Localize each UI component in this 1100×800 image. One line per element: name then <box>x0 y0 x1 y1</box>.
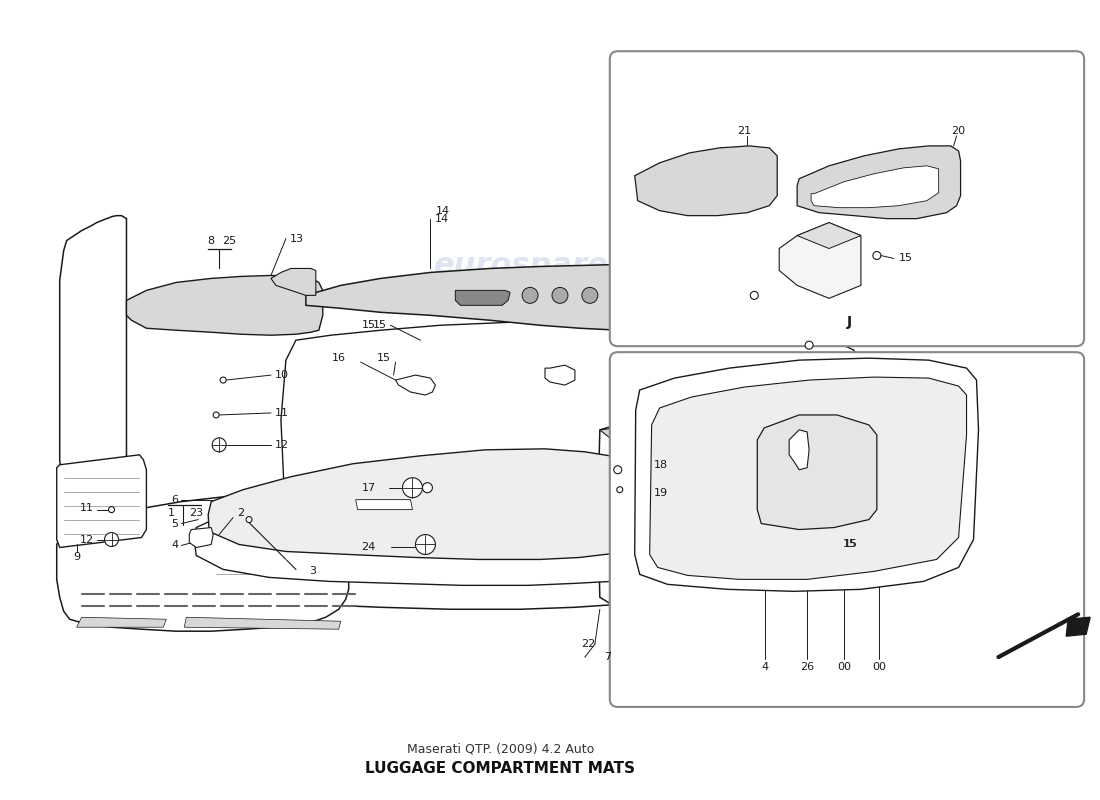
Polygon shape <box>195 472 650 586</box>
Circle shape <box>873 251 881 259</box>
Polygon shape <box>355 500 412 510</box>
Circle shape <box>617 486 623 493</box>
Text: 22: 22 <box>581 639 595 649</box>
Polygon shape <box>779 222 861 298</box>
Text: 00: 00 <box>872 662 886 672</box>
Polygon shape <box>306 265 759 330</box>
Polygon shape <box>798 222 861 249</box>
Text: 26: 26 <box>800 662 814 672</box>
Polygon shape <box>57 455 146 547</box>
Polygon shape <box>798 146 960 218</box>
Polygon shape <box>185 618 341 630</box>
Polygon shape <box>126 275 322 335</box>
Polygon shape <box>396 375 436 395</box>
Text: 17: 17 <box>362 482 375 493</box>
Circle shape <box>109 506 114 513</box>
Text: LUGGAGE COMPARTMENT MATS: LUGGAGE COMPARTMENT MATS <box>365 762 635 776</box>
Text: 1: 1 <box>168 508 175 518</box>
Text: 15: 15 <box>362 320 375 330</box>
Polygon shape <box>597 390 940 606</box>
Text: 14: 14 <box>436 206 450 216</box>
Text: 15: 15 <box>844 539 858 550</box>
Text: 11: 11 <box>79 502 94 513</box>
Circle shape <box>213 412 219 418</box>
FancyBboxPatch shape <box>609 352 1085 707</box>
Text: 9: 9 <box>73 553 80 562</box>
Polygon shape <box>189 527 213 547</box>
Text: 8: 8 <box>208 235 214 246</box>
Circle shape <box>582 287 597 303</box>
Polygon shape <box>811 166 938 208</box>
Text: 2: 2 <box>238 508 244 518</box>
Text: 23: 23 <box>189 508 204 518</box>
Text: eurospares: eurospares <box>100 296 293 325</box>
Polygon shape <box>208 449 640 559</box>
Polygon shape <box>174 494 660 610</box>
Text: 7: 7 <box>604 652 612 662</box>
Text: 00: 00 <box>837 662 851 672</box>
Text: 15: 15 <box>899 254 913 263</box>
Circle shape <box>220 377 227 383</box>
Polygon shape <box>789 430 810 470</box>
Text: 15: 15 <box>376 353 390 363</box>
Text: 15: 15 <box>843 539 857 550</box>
Polygon shape <box>59 216 126 485</box>
Circle shape <box>416 534 436 554</box>
Text: 4: 4 <box>761 662 769 672</box>
Text: 25: 25 <box>222 235 236 246</box>
Circle shape <box>104 533 119 546</box>
Text: 14: 14 <box>434 214 449 224</box>
Circle shape <box>805 342 813 349</box>
Text: 11: 11 <box>275 408 289 418</box>
Polygon shape <box>635 358 979 591</box>
Circle shape <box>212 438 227 452</box>
Text: eurospares: eurospares <box>433 545 626 574</box>
Text: eurospares: eurospares <box>100 535 293 564</box>
Polygon shape <box>77 618 166 627</box>
Polygon shape <box>1066 618 1090 636</box>
Circle shape <box>522 287 538 303</box>
Polygon shape <box>650 377 967 579</box>
Circle shape <box>750 291 758 299</box>
Polygon shape <box>280 320 859 559</box>
Circle shape <box>552 287 568 303</box>
Polygon shape <box>271 269 316 295</box>
Text: 24: 24 <box>362 542 375 553</box>
Circle shape <box>614 466 622 474</box>
Text: 18: 18 <box>653 460 668 470</box>
Text: 5: 5 <box>172 518 178 529</box>
Text: 20: 20 <box>952 126 966 136</box>
FancyBboxPatch shape <box>609 51 1085 346</box>
Polygon shape <box>57 490 349 631</box>
Text: 13: 13 <box>290 234 304 243</box>
Text: 10: 10 <box>275 370 289 380</box>
Text: 12: 12 <box>79 534 94 545</box>
Text: 15: 15 <box>373 320 386 330</box>
Polygon shape <box>455 290 510 306</box>
Text: Maserati QTP. (2009) 4.2 Auto: Maserati QTP. (2009) 4.2 Auto <box>407 742 594 755</box>
Polygon shape <box>600 403 934 458</box>
Text: 12: 12 <box>275 440 289 450</box>
Text: 3: 3 <box>309 566 316 577</box>
Polygon shape <box>618 418 924 595</box>
Text: 19: 19 <box>653 488 668 498</box>
Text: eurospares: eurospares <box>433 251 626 280</box>
Text: 16: 16 <box>332 353 345 363</box>
Text: 6: 6 <box>172 494 178 505</box>
Polygon shape <box>635 146 778 216</box>
Polygon shape <box>700 281 759 322</box>
Circle shape <box>422 482 432 493</box>
Circle shape <box>403 478 422 498</box>
Text: 4: 4 <box>172 541 178 550</box>
Circle shape <box>246 517 252 522</box>
Text: J: J <box>846 315 851 330</box>
Polygon shape <box>757 415 877 530</box>
Polygon shape <box>544 365 575 385</box>
Text: 21: 21 <box>737 126 751 136</box>
